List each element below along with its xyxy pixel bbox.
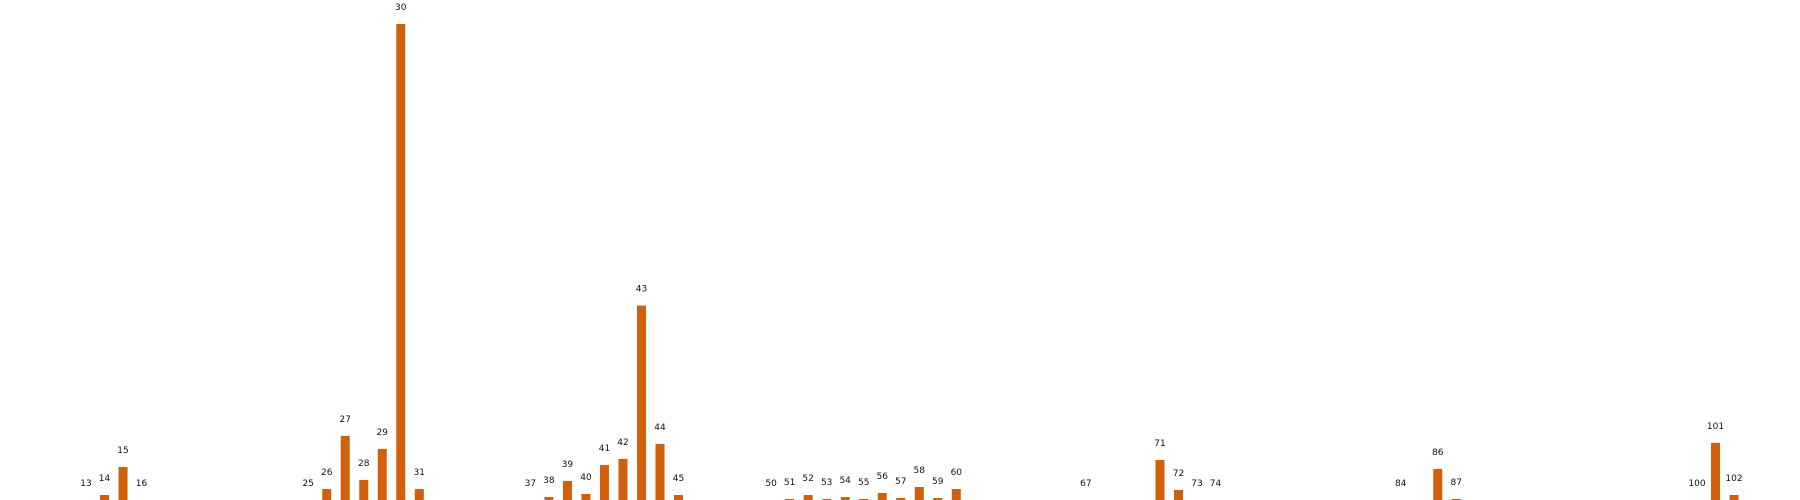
- bar-14: [100, 494, 109, 500]
- bar-42: [618, 458, 628, 500]
- bar-71: [1155, 459, 1165, 500]
- bar-28: [359, 479, 369, 500]
- bar-27: [340, 435, 350, 500]
- bar-label-52: 52: [802, 474, 813, 484]
- bar-59: [933, 498, 943, 500]
- bar-label-31: 31: [414, 468, 425, 478]
- bar-label-15: 15: [117, 446, 128, 456]
- bar-40: [581, 493, 591, 500]
- bar-72: [1174, 489, 1183, 500]
- bar-label-67: 67: [1080, 479, 1091, 489]
- bar-54: [840, 496, 850, 500]
- bar-label-26: 26: [321, 468, 333, 478]
- bar-label-25: 25: [302, 479, 313, 489]
- bar-52: [803, 494, 813, 500]
- bar-26: [322, 488, 332, 500]
- bar-label-29: 29: [377, 428, 389, 438]
- bar-label-41: 41: [599, 444, 610, 454]
- bar-44: [655, 443, 665, 500]
- bar-29: [377, 448, 387, 500]
- bar-label-86: 86: [1432, 448, 1444, 458]
- bar-label-54: 54: [839, 476, 851, 486]
- bar-label-45: 45: [673, 474, 684, 484]
- bar-label-30: 30: [395, 3, 407, 13]
- bar-label-28: 28: [358, 459, 370, 469]
- bar-label-73: 73: [1191, 479, 1202, 489]
- bar-label-37: 37: [525, 479, 536, 489]
- bar-38: [544, 496, 554, 500]
- bar-30: [396, 24, 406, 500]
- bar-label-43: 43: [636, 285, 647, 295]
- bar-label-50: 50: [765, 479, 777, 489]
- bar-label-13: 13: [80, 479, 91, 489]
- bar-label-51: 51: [784, 478, 795, 488]
- bar-label-101: 101: [1707, 422, 1724, 432]
- bar-86: [1433, 468, 1443, 500]
- bar-56: [877, 492, 887, 500]
- bars-group: [100, 24, 1739, 500]
- bar-label-56: 56: [876, 472, 888, 482]
- bar-label-59: 59: [932, 477, 944, 487]
- bar-label-16: 16: [136, 479, 148, 489]
- bar-label-60: 60: [951, 468, 963, 478]
- bar-31: [414, 488, 424, 500]
- bar-102: [1729, 494, 1739, 500]
- bar-45: [674, 494, 684, 500]
- bar-label-14: 14: [99, 474, 111, 484]
- bar-label-100: 100: [1688, 479, 1705, 489]
- bar-label-71: 71: [1154, 439, 1165, 449]
- bar-43: [637, 305, 646, 500]
- bar-15: [118, 466, 128, 500]
- bar-label-44: 44: [654, 423, 666, 433]
- bar-label-84: 84: [1395, 479, 1407, 489]
- bar-label-74: 74: [1210, 479, 1222, 489]
- bar-41: [599, 464, 609, 500]
- bar-label-42: 42: [617, 438, 628, 448]
- bar-label-39: 39: [562, 460, 574, 470]
- bar-label-57: 57: [895, 477, 906, 487]
- bar-label-27: 27: [339, 415, 350, 425]
- bar-label-72: 72: [1173, 469, 1184, 479]
- bar-57: [896, 498, 906, 500]
- bar-label-38: 38: [543, 476, 555, 486]
- bar-label-87: 87: [1451, 478, 1462, 488]
- bar-60: [951, 488, 961, 500]
- bar-58: [914, 486, 924, 500]
- bar-label-53: 53: [821, 478, 832, 488]
- bar-label-102: 102: [1725, 474, 1742, 484]
- bar-label-55: 55: [858, 478, 869, 488]
- bar-101: [1711, 442, 1720, 500]
- bar-39: [562, 480, 572, 500]
- bar-labels-group: 13 14 15 16 25 26 27 28 29 30 31 37 38 39 40 41 42 43 44 45…: [80, 3, 1742, 489]
- bar-label-58: 58: [914, 466, 926, 476]
- bar-label-40: 40: [580, 473, 592, 483]
